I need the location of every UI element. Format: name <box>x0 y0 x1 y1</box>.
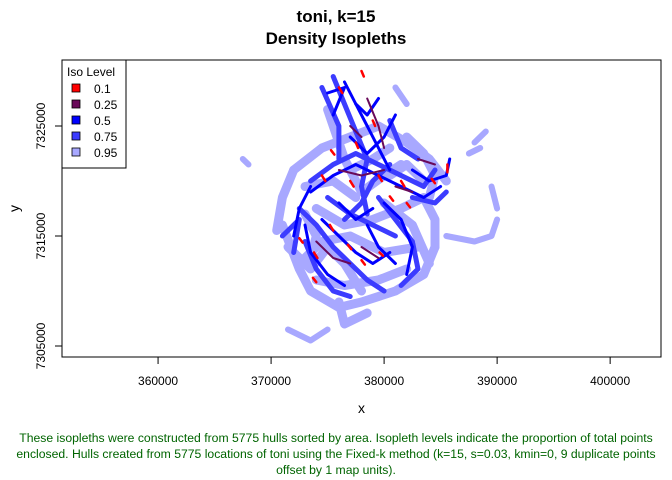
caption: These isopleths were constructed from 57… <box>16 431 656 477</box>
isopleth-0.75-path-5 <box>319 85 342 162</box>
y-axis-label: y <box>6 205 22 212</box>
isopleth-0.25-path-6 <box>417 158 436 166</box>
isopleth-0.95-path-11 <box>300 209 321 263</box>
isopleth-marks <box>239 69 501 344</box>
isopleth-0.1-path-1 <box>360 69 366 78</box>
isopleth-0.95-outliers-path-1 <box>465 145 484 157</box>
chart-subtitle: Density Isopleths <box>265 29 407 48</box>
isopleth-0.95-path-9 <box>300 176 361 202</box>
isopleth-0.95-outliers-path-3 <box>285 326 331 344</box>
legend-swatch-0 <box>71 83 81 93</box>
legend-swatch-3 <box>71 131 81 141</box>
x-tick-label-2: 380000 <box>364 374 404 388</box>
x-tick-label-0: 360000 <box>138 374 178 388</box>
isopleth-0.75-path-0 <box>330 74 370 217</box>
isopleth-0.75-path-4 <box>302 239 353 299</box>
y-tick-label-1: 7315000 <box>34 212 48 259</box>
isopleth-0.1-path-18 <box>360 258 367 266</box>
isopleth-0.95-outliers-path-4 <box>239 156 252 168</box>
isopleth-0.1-path-16 <box>298 236 304 244</box>
isopleth-0.75-path-3 <box>376 195 421 288</box>
isopleth-0.1-path-19 <box>311 276 318 284</box>
isopleth-0.1-path-9 <box>328 223 335 232</box>
legend-swatch-2 <box>71 115 81 125</box>
isopleth-0.25-path-0 <box>366 97 386 149</box>
isopleth-0.75-path-2 <box>296 206 387 294</box>
legend-label-1: 0.25 <box>94 98 118 112</box>
y-tick-label-0: 7305000 <box>34 322 48 369</box>
legend-label-4: 0.95 <box>94 146 118 160</box>
isopleth-0.25-path-5 <box>394 185 414 193</box>
legend-label-3: 0.75 <box>94 130 118 144</box>
isopleth-0.95-outliers-path-5 <box>471 128 489 146</box>
isopleth-0.1-path-10 <box>346 243 353 251</box>
isopleth-0.95-path-7 <box>283 242 366 296</box>
isopleth-0.75-path-10 <box>325 195 398 239</box>
isopleth-0.5-path-4 <box>348 113 397 155</box>
isopleth-0.1-path-2 <box>371 119 377 128</box>
isopleth-0.75-path-6 <box>279 217 302 255</box>
legend-label-2: 0.5 <box>94 114 111 128</box>
isopleth-0.1-path-8 <box>320 174 327 183</box>
isopleth-0.25-path-2 <box>315 240 352 265</box>
isopleth-0.5-path-5 <box>382 201 414 276</box>
x-tick-label-4: 400000 <box>590 374 630 388</box>
isopleth-0.95-path-8 <box>334 297 372 329</box>
chart-title: toni, k=15 <box>296 7 376 26</box>
isopleth-0.95-outliers-path-2 <box>488 183 501 212</box>
x-axis: 360000 370000 380000 390000 400000 <box>138 356 630 388</box>
isopleth-0.5-path-0 <box>343 80 392 172</box>
legend-title: Iso Level <box>67 65 115 79</box>
isopleth-0.1-path-13 <box>405 201 412 209</box>
y-tick-label-2: 7325000 <box>34 102 48 149</box>
legend: Iso Level 0.1 0.25 0.5 0.75 0.95 <box>61 59 127 169</box>
x-tick-label-3: 390000 <box>477 374 517 388</box>
isopleth-0.1-path-15 <box>388 195 395 203</box>
isopleth-0.1-path-4 <box>348 179 355 188</box>
isopleth-0.1-path-0 <box>337 86 344 95</box>
isopleth-0.1-path-11 <box>312 251 319 260</box>
legend-swatch-4 <box>71 147 81 157</box>
isopleth-0.75-path-1 <box>308 151 438 189</box>
isopleth-0.1-path-17 <box>430 177 437 185</box>
isopleth-0.5-path-11 <box>354 97 380 117</box>
isopleth-0.1-path-12 <box>378 251 385 258</box>
isopleth-0.95-path-0 <box>277 220 440 312</box>
y-axis: 7305000 7315000 7325000 <box>34 102 63 369</box>
isopleth-0.25-path-1 <box>337 169 386 177</box>
isopleth-0.5-path-10 <box>337 201 375 221</box>
isopleth-0.5-path-3 <box>303 223 346 287</box>
x-tick-label-1: 370000 <box>251 374 291 388</box>
x-axis-label: x <box>358 400 365 416</box>
isopleth-0.25-path-3 <box>360 246 380 259</box>
legend-swatch-1 <box>71 99 81 109</box>
isopleth-0.1-path-14 <box>329 148 336 156</box>
isopleth-0.95-path-12 <box>402 132 440 202</box>
isopleth-0.1-path-3 <box>354 141 360 150</box>
isopleth-0.25-path-4 <box>349 125 363 138</box>
isopleth-0.1-path-6 <box>399 179 406 188</box>
isopleth-0.1-path-5 <box>377 174 384 183</box>
isopleth-0.95-outliers-path-0 <box>443 216 501 245</box>
isopleth-0.95-path-2 <box>272 165 299 235</box>
legend-label-0: 0.1 <box>94 82 111 96</box>
isopleth-0.95-outliers-path-6 <box>392 84 410 107</box>
isopleth-0.5-path-8 <box>365 223 397 265</box>
isopleth-0.75-path-7 <box>387 118 421 162</box>
isopleth-0.5-path-6 <box>292 185 313 238</box>
isopleth-0.75-path-8 <box>342 162 393 222</box>
isopleth-0.95-path-3 <box>311 193 440 252</box>
isopleth-0.5-path-7 <box>326 86 346 117</box>
isopleth-0.75-path-9 <box>409 189 449 206</box>
